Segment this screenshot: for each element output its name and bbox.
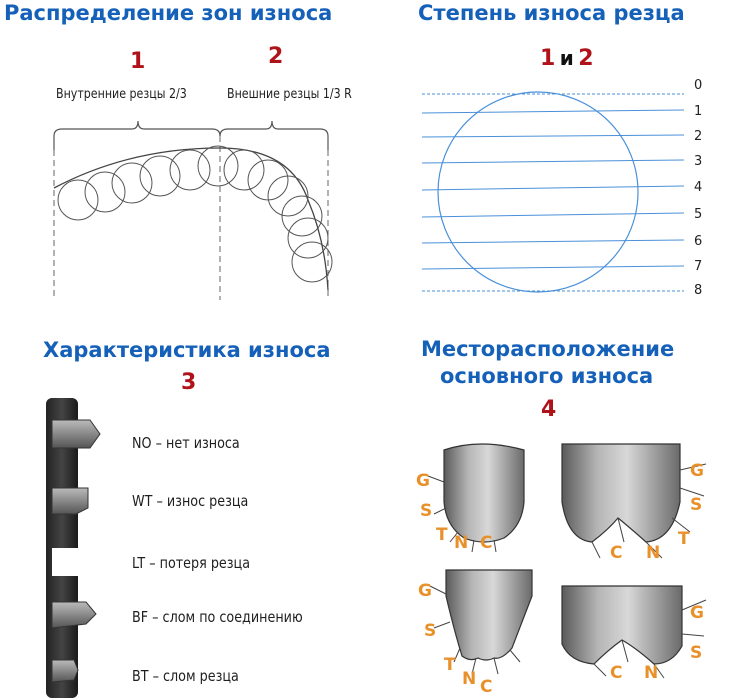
panel4-number: 4 (541, 397, 557, 422)
cutter-c-label-n: N (462, 669, 476, 689)
cutter-a-label-t: T (436, 525, 448, 545)
cutter-c-label-t: T (444, 655, 456, 675)
grade-label-3: 3 (694, 154, 703, 169)
cutter-face-circle (437, 91, 639, 293)
bit-profile-curve (53, 147, 329, 291)
panel2-and: и (559, 46, 574, 70)
cutter-b-label-c: C (610, 543, 622, 563)
panel3-number: 3 (181, 370, 197, 395)
grade-line-5 (421, 212, 685, 218)
zone-brace-inner (53, 120, 221, 150)
panel2-numbers: 1 и 2 (540, 46, 594, 70)
wear-item-no: NO – нет износа (132, 434, 240, 452)
grade-label-8: 8 (694, 283, 703, 298)
cutter-d (561, 585, 707, 679)
cutter-c-label-s: S (424, 621, 436, 641)
grade-line-6 (421, 239, 685, 244)
grade-label-1: 1 (694, 104, 703, 119)
panel3-title: Характеристика износа (43, 338, 331, 362)
wear-grade-diagram (421, 91, 685, 293)
panel1-number-2: 2 (268, 44, 284, 69)
cutter-a (427, 443, 525, 553)
panel4-title-line2: основного износа (440, 364, 654, 388)
wear-item-bt: BT – слом резца (132, 667, 239, 685)
cutter-circles (57, 145, 333, 283)
cutter-broken-joint-icon (51, 601, 97, 629)
cutter-c-label-g: G (418, 581, 432, 601)
panel2-number-2: 2 (578, 46, 594, 71)
grade-label-7: 7 (694, 259, 703, 274)
grade-label-0: 0 (694, 78, 703, 93)
grade-line-3 (421, 159, 685, 164)
grade-label-2: 2 (694, 129, 703, 144)
wear-item-bf: BF – слом по соединению (132, 608, 303, 626)
cutter-c (429, 569, 533, 675)
cutter-d-label-n: N (644, 663, 658, 683)
inner-cutters-label: Внутренние резцы 2/3 (56, 87, 187, 102)
cutter-d-label-c: C (610, 663, 622, 683)
cutter-a-label-s: S (420, 501, 432, 521)
wear-zone-diagram (53, 120, 333, 300)
cutter-b-label-t: T (678, 529, 690, 549)
wear-location-diagram: G S T N C G S T N C G S T N C G S N C (416, 443, 707, 697)
grade-line-2 (421, 134, 685, 138)
wear-item-lt: LT – потеря резца (132, 554, 251, 572)
zone-brace-outer (219, 120, 329, 150)
outer-cutters-label: Внешние резцы 1/3 R (227, 87, 352, 102)
grade-line-1 (421, 109, 685, 114)
grade-line-7 (421, 265, 685, 270)
wear-item-wt: WT – износ резца (132, 492, 249, 510)
grade-line-4 (421, 185, 685, 191)
cutter-a-label-c: C (480, 533, 492, 553)
cutter-broken-icon (51, 659, 79, 683)
cutter-worn-icon (51, 487, 89, 515)
grade-label-6: 6 (694, 234, 703, 249)
grade-label-4: 4 (694, 180, 703, 195)
cutter-no-wear-icon (51, 419, 101, 449)
cutter-d-label-s: S (690, 643, 702, 663)
cutter-c-label-c: C (480, 677, 492, 697)
cutter-b (561, 443, 707, 559)
panel2-number-1: 1 (540, 46, 556, 71)
cutter-a-label-n: N (454, 533, 468, 553)
grade-label-5: 5 (694, 207, 703, 222)
panel4-title-line1: Месторасположение (421, 337, 675, 361)
cutter-d-label-g: G (690, 603, 704, 623)
panel2-title: Степень износа резца (418, 1, 685, 25)
cutter-lost-icon (52, 548, 80, 576)
panel1-title: Распределение зон износа (4, 1, 333, 25)
zone-dashed-lines (53, 136, 329, 300)
panel1-number-1: 1 (130, 49, 146, 74)
cutter-b-label-g: G (690, 461, 704, 481)
cutter-b-label-n: N (646, 543, 660, 563)
wear-characteristic-strip (46, 398, 101, 698)
cutter-b-label-s: S (690, 495, 702, 515)
cutter-a-label-g: G (416, 471, 430, 491)
